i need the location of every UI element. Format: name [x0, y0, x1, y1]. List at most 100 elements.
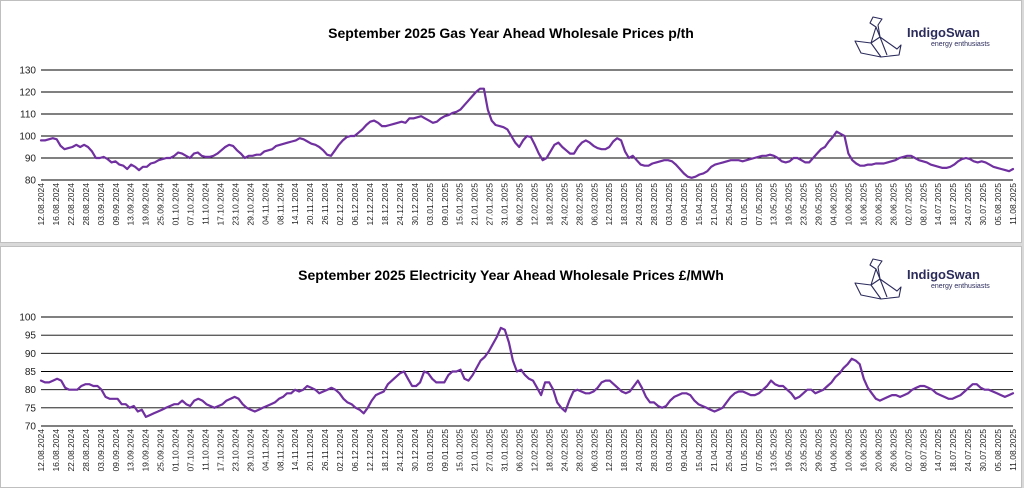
x-tick-label: 28.08.2024 [81, 183, 91, 226]
x-tick-label: 09.09.2024 [111, 183, 121, 226]
x-tick-label: 12.03.2025 [604, 183, 614, 226]
x-tick-label: 24.12.2024 [395, 183, 405, 226]
x-tick-label: 08.11.2024 [275, 429, 285, 471]
x-tick-label: 29.10.2024 [245, 429, 255, 472]
x-tick-label: 06.02.2025 [515, 183, 525, 226]
y-tick-label: 120 [19, 88, 36, 99]
x-tick-label: 29.05.2025 [814, 429, 824, 472]
x-tick-label: 15.04.2025 [694, 429, 704, 472]
x-tick-label: 05.08.2025 [993, 429, 1003, 472]
x-tick-label: 14.07.2025 [933, 429, 943, 472]
brand-name: IndigoSwan [907, 267, 980, 282]
y-tick-label: 75 [25, 403, 37, 414]
x-tick-label: 28.02.2025 [574, 183, 584, 226]
x-tick-label: 02.12.2024 [335, 183, 345, 226]
x-tick-label: 03.09.2024 [96, 429, 106, 472]
x-tick-label: 16.08.2024 [51, 429, 61, 472]
y-tick-label: 70 [25, 422, 37, 433]
x-tick-label: 29.05.2025 [814, 183, 824, 226]
x-tick-label: 04.11.2024 [260, 429, 270, 471]
x-tick-label: 03.04.2025 [664, 429, 674, 472]
y-tick-label: 80 [25, 176, 37, 187]
x-tick-label: 01.05.2025 [739, 429, 749, 472]
x-tick-label: 31.01.2025 [500, 183, 510, 226]
x-tick-label: 10.06.2025 [844, 183, 854, 226]
x-tick-label: 12.08.2024 [36, 429, 46, 472]
x-tick-label: 09.04.2025 [679, 183, 689, 226]
x-tick-label: 21.04.2025 [709, 429, 719, 472]
y-tick-label: 100 [19, 313, 36, 324]
x-tick-label: 16.06.2025 [858, 429, 868, 472]
y-tick-label: 85 [25, 367, 37, 378]
y-tick-label: 130 [19, 66, 36, 77]
y-tick-label: 110 [20, 110, 36, 121]
x-tick-label: 19.05.2025 [784, 183, 794, 226]
x-tick-label: 05.08.2025 [993, 183, 1003, 226]
x-tick-label: 16.06.2025 [858, 183, 868, 226]
brand-logo: IndigoSwan energy enthusiasts [854, 16, 990, 58]
x-tick-label: 06.02.2025 [515, 429, 525, 472]
x-tick-label: 23.10.2024 [230, 429, 240, 472]
x-tick-label: 20.11.2024 [305, 183, 315, 225]
x-tick-label: 02.07.2025 [903, 183, 913, 226]
x-tick-label: 03.01.2025 [425, 183, 435, 226]
x-tick-label: 18.12.2024 [380, 429, 390, 472]
electricity-price-chart: September 2025 Electricity Year Ahead Wh… [19, 258, 1018, 472]
x-tick-label: 24.03.2025 [634, 183, 644, 226]
x-tick-label: 13.05.2025 [769, 429, 779, 472]
x-tick-label: 03.04.2025 [664, 183, 674, 226]
x-tick-label: 17.10.2024 [215, 429, 225, 472]
x-tick-label: 25.09.2024 [156, 429, 166, 472]
swan-icon [854, 258, 902, 300]
x-tick-label: 24.02.2025 [559, 429, 569, 472]
y-tick-label: 90 [25, 349, 37, 360]
x-tick-label: 20.06.2025 [873, 183, 883, 226]
brand-name: IndigoSwan [907, 25, 980, 40]
x-tick-label: 25.09.2024 [156, 183, 166, 226]
x-tick-label: 03.01.2025 [425, 429, 435, 472]
x-tick-label: 12.12.2024 [365, 183, 375, 226]
x-tick-label: 06.03.2025 [589, 183, 599, 226]
x-tick-label: 28.08.2024 [81, 429, 91, 472]
x-tick-label: 03.09.2024 [96, 183, 106, 226]
x-tick-label: 26.11.2024 [320, 429, 330, 471]
x-tick-label: 29.10.2024 [245, 183, 255, 226]
x-tick-label: 24.07.2025 [963, 429, 973, 472]
brand-logo: IndigoSwan energy enthusiasts [854, 258, 990, 300]
x-tick-label: 02.07.2025 [903, 429, 913, 472]
x-tick-label: 09.01.2025 [440, 183, 450, 226]
x-tick-label: 07.05.2025 [754, 183, 764, 226]
x-tick-label: 26.06.2025 [888, 429, 898, 472]
x-tick-label: 12.03.2025 [604, 429, 614, 472]
x-tick-label: 21.04.2025 [709, 183, 719, 226]
x-tick-label: 23.10.2024 [230, 183, 240, 226]
x-tick-label: 28.03.2025 [649, 429, 659, 472]
series-line [39, 87, 1015, 179]
y-tick-label: 90 [25, 154, 37, 165]
x-tick-label: 10.06.2025 [844, 429, 854, 472]
gas-price-chart: September 2025 Gas Year Ahead Wholesale … [19, 16, 1018, 226]
x-tick-label: 12.02.2025 [529, 183, 539, 226]
x-tick-label: 22.08.2024 [66, 429, 76, 472]
x-tick-label: 26.11.2024 [320, 183, 330, 225]
brand-tagline: energy enthusiasts [931, 41, 990, 48]
x-tick-label: 23.05.2025 [799, 183, 809, 226]
x-tick-label: 18.12.2024 [380, 183, 390, 226]
x-tick-label: 25.04.2025 [724, 429, 734, 472]
x-tick-label: 06.03.2025 [589, 429, 599, 472]
x-tick-label: 07.10.2024 [186, 429, 196, 472]
x-tick-label: 12.02.2025 [529, 429, 539, 472]
x-tick-label: 11.10.2024 [200, 183, 210, 225]
x-tick-label: 06.12.2024 [350, 429, 360, 472]
x-tick-label: 24.07.2025 [963, 183, 973, 226]
x-tick-label: 18.07.2025 [948, 429, 958, 472]
x-tick-label: 09.09.2024 [111, 429, 121, 472]
x-tick-label: 31.01.2025 [500, 429, 510, 472]
x-tick-label: 04.11.2024 [260, 183, 270, 225]
x-tick-label: 18.07.2025 [948, 183, 958, 226]
x-tick-label: 14.11.2024 [290, 429, 300, 471]
x-tick-label: 16.08.2024 [51, 183, 61, 226]
x-tick-label: 18.02.2025 [544, 429, 554, 472]
x-tick-label: 06.12.2024 [350, 183, 360, 226]
x-tick-label: 11.08.2025 [1008, 429, 1018, 471]
